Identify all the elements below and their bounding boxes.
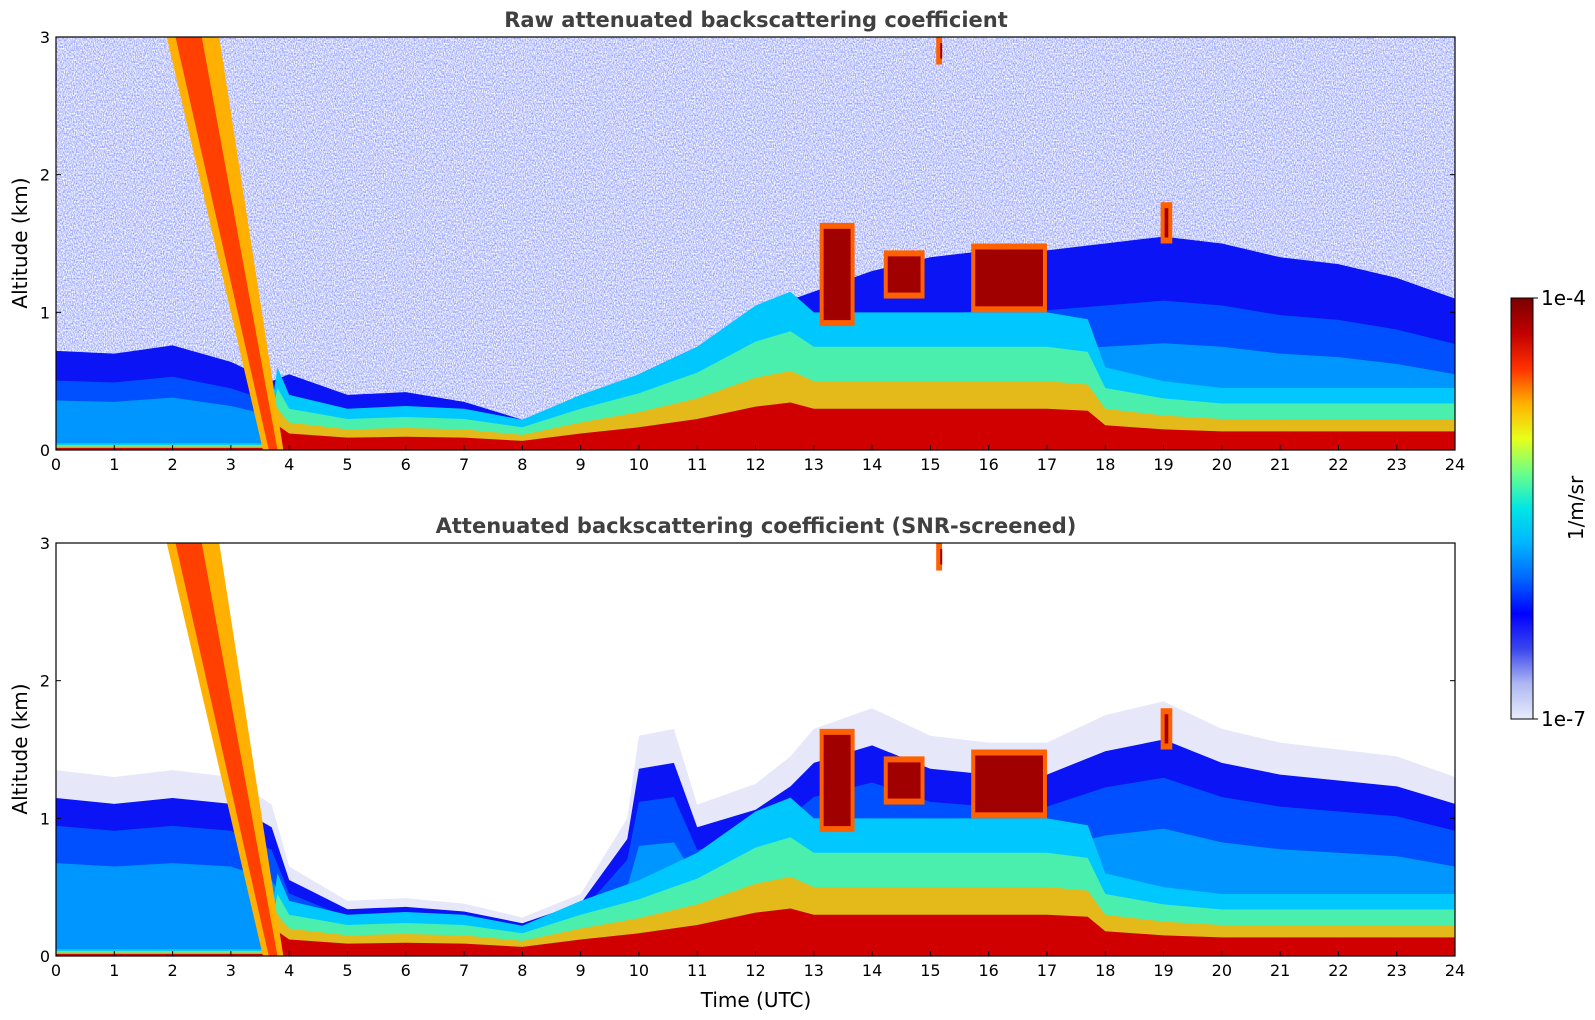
x-tick-label: 16 bbox=[978, 961, 998, 980]
x-tick-label: 14 bbox=[862, 455, 882, 474]
y-tick-label: 2 bbox=[40, 166, 50, 185]
top-y-axis-label: Altitude (km) bbox=[8, 177, 32, 308]
x-axis-label: Time (UTC) bbox=[700, 988, 812, 1012]
x-tick-label: 13 bbox=[804, 455, 824, 474]
x-tick-label: 24 bbox=[1445, 455, 1465, 474]
cloud-core bbox=[887, 762, 921, 799]
y-tick-label: 0 bbox=[40, 947, 50, 966]
x-tick-label: 19 bbox=[1153, 961, 1173, 980]
cloud-core bbox=[1164, 208, 1169, 238]
cloud-layer bbox=[936, 543, 943, 571]
x-tick-label: 23 bbox=[1387, 961, 1407, 980]
cloud-core bbox=[975, 249, 1043, 307]
cloud-core bbox=[823, 228, 851, 321]
cloud-core bbox=[940, 549, 943, 565]
x-tick-label: 24 bbox=[1445, 961, 1465, 980]
bottom-y-axis: 0 1 2 3 bbox=[40, 534, 1455, 966]
x-tick-label: 8 bbox=[517, 961, 527, 980]
x-tick-label: 18 bbox=[1095, 455, 1115, 474]
x-tick-label: 16 bbox=[978, 455, 998, 474]
aerosol-red-area bbox=[56, 402, 1455, 450]
x-tick-label: 21 bbox=[1270, 961, 1290, 980]
x-tick-label: 15 bbox=[920, 961, 940, 980]
colorbar-min-label: 1e-7 bbox=[1541, 707, 1586, 731]
x-tick-label: 14 bbox=[862, 961, 882, 980]
y-tick-label: 1 bbox=[40, 303, 50, 322]
cloud-core bbox=[823, 734, 851, 827]
x-tick-label: 20 bbox=[1212, 961, 1232, 980]
x-tick-label: 7 bbox=[459, 455, 469, 474]
x-tick-label: 13 bbox=[804, 961, 824, 980]
x-tick-label: 12 bbox=[745, 961, 765, 980]
cloud-core bbox=[1164, 714, 1169, 744]
plume-cloud-core bbox=[175, 37, 278, 450]
cloud-core bbox=[887, 256, 921, 293]
x-tick-label: 11 bbox=[687, 455, 707, 474]
top-panel bbox=[56, 37, 1455, 450]
cloud-core bbox=[940, 43, 943, 59]
x-tick-label: 22 bbox=[1328, 455, 1348, 474]
top-panel-title: Raw attenuated backscattering coefficien… bbox=[504, 8, 1008, 32]
top-x-axis: 0 1 2 3 4 5 6 7 8 9 10 11 12 13 14 15 16 17 18 19 20 21 22 23 24 bbox=[51, 445, 1465, 474]
x-tick-label: 23 bbox=[1387, 455, 1407, 474]
aerosol-red-area bbox=[56, 908, 1455, 956]
x-tick-label: 1 bbox=[109, 961, 119, 980]
x-tick-label: 11 bbox=[687, 961, 707, 980]
colorbar-max-label: 1e-4 bbox=[1541, 286, 1586, 310]
colorbar-bar bbox=[1510, 297, 1534, 720]
x-tick-label: 8 bbox=[517, 455, 527, 474]
y-tick-label: 3 bbox=[40, 534, 50, 553]
x-tick-label: 6 bbox=[401, 455, 411, 474]
y-tick-label: 3 bbox=[40, 28, 50, 47]
x-tick-label: 10 bbox=[629, 961, 649, 980]
x-tick-label: 9 bbox=[576, 455, 586, 474]
x-tick-label: 17 bbox=[1037, 961, 1057, 980]
x-tick-label: 0 bbox=[51, 961, 61, 980]
x-tick-label: 15 bbox=[920, 455, 940, 474]
x-tick-label: 3 bbox=[226, 961, 236, 980]
x-tick-label: 21 bbox=[1270, 455, 1290, 474]
cloud-layer bbox=[936, 37, 943, 65]
x-tick-label: 18 bbox=[1095, 961, 1115, 980]
plume-cloud-core bbox=[175, 543, 278, 956]
bottom-y-axis-label: Altitude (km) bbox=[8, 683, 32, 814]
x-tick-label: 20 bbox=[1212, 455, 1232, 474]
bottom-data-layers bbox=[56, 543, 1455, 956]
x-tick-label: 1 bbox=[109, 455, 119, 474]
x-tick-label: 6 bbox=[401, 961, 411, 980]
x-tick-label: 22 bbox=[1328, 961, 1348, 980]
y-tick-label: 0 bbox=[40, 441, 50, 460]
bottom-panel-title: Attenuated backscattering coefficient (S… bbox=[436, 514, 1077, 538]
x-tick-label: 12 bbox=[745, 455, 765, 474]
x-tick-label: 2 bbox=[167, 961, 177, 980]
x-tick-label: 7 bbox=[459, 961, 469, 980]
bottom-panel bbox=[56, 543, 1455, 956]
x-tick-label: 4 bbox=[284, 455, 294, 474]
bottom-x-axis: 0 1 2 3 4 5 6 7 8 9 10 11 12 13 14 15 16 17 18 19 20 21 22 23 24 bbox=[51, 951, 1465, 980]
colorbar-unit-label: 1/m/sr bbox=[1564, 475, 1588, 540]
top-y-axis: 0 1 2 3 bbox=[40, 28, 1455, 460]
x-tick-label: 19 bbox=[1153, 455, 1173, 474]
y-tick-label: 2 bbox=[40, 672, 50, 691]
top-data-layers bbox=[56, 37, 1455, 450]
x-tick-label: 0 bbox=[51, 455, 61, 474]
x-tick-label: 9 bbox=[576, 961, 586, 980]
y-tick-label: 1 bbox=[40, 809, 50, 828]
x-tick-label: 3 bbox=[226, 455, 236, 474]
x-tick-label: 17 bbox=[1037, 455, 1057, 474]
x-tick-label: 2 bbox=[167, 455, 177, 474]
colorbar: 1e-4 1e-7 1/m/sr bbox=[1510, 286, 1588, 731]
cloud-core bbox=[975, 755, 1043, 813]
x-tick-label: 10 bbox=[629, 455, 649, 474]
x-tick-label: 5 bbox=[342, 455, 352, 474]
x-tick-label: 4 bbox=[284, 961, 294, 980]
x-tick-label: 5 bbox=[342, 961, 352, 980]
